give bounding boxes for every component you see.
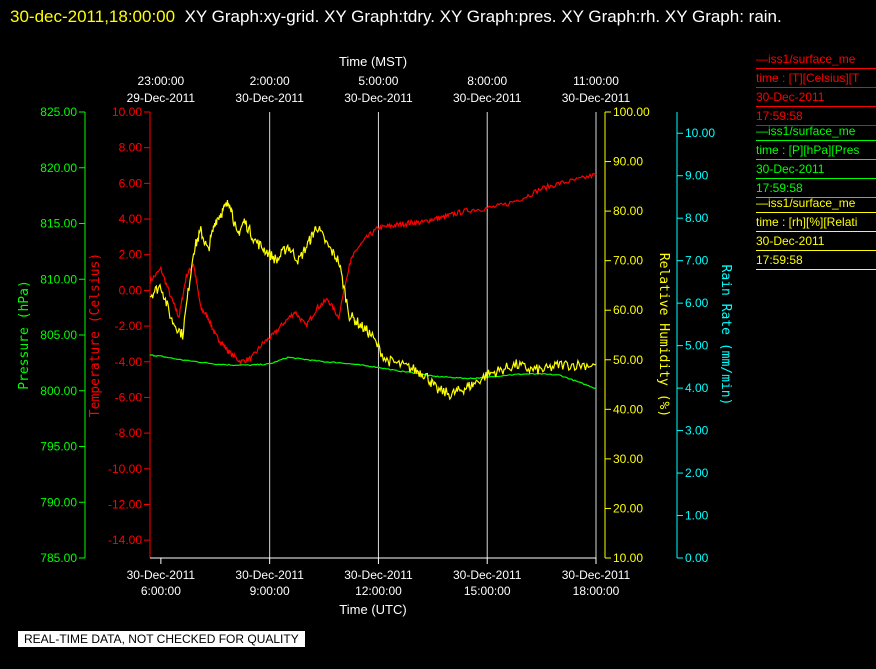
pressure-tick-label: 785.00 <box>40 551 77 565</box>
pressure-tick-label: 825.00 <box>40 105 77 119</box>
pressure-tick-label: 800.00 <box>40 384 77 398</box>
utc-axis-title: Time (UTC) <box>339 602 406 617</box>
humidity-tick-label: 30.00 <box>613 452 643 466</box>
legend-temperature-source: —iss1/surface_me <box>756 50 876 69</box>
title-graph-list: XY Graph:xy-grid. XY Graph:tdry. XY Grap… <box>184 7 782 26</box>
mst-tick-date: 30-Dec-2011 <box>235 91 304 105</box>
humidity-tick-label: 20.00 <box>613 501 643 515</box>
temperature-tick-label: -12.00 <box>108 497 142 511</box>
rain-tick-label: 7.00 <box>685 254 709 268</box>
mst-tick-time: 23:00:00 <box>138 74 185 88</box>
temperature-tick-label: 2.00 <box>119 248 143 262</box>
temperature-tick-label: -2.00 <box>115 319 143 333</box>
mst-tick-date: 30-Dec-2011 <box>453 91 522 105</box>
legend-humidity-date: 30-Dec-2011 <box>756 232 876 251</box>
mst-tick-time: 5:00:00 <box>358 74 398 88</box>
temperature-axis-title: Temperature (Celsius) <box>88 253 103 417</box>
rain-tick-label: 8.00 <box>685 211 709 225</box>
temperature-tick-label: 4.00 <box>119 212 143 226</box>
humidity-tick-label: 90.00 <box>613 155 643 169</box>
title-timestamp: 30-dec-2011,18:00:00 <box>10 7 176 26</box>
temperature-tick-label: -6.00 <box>115 390 143 404</box>
legend-humidity-variable: time : [rh][%][Relati <box>756 213 876 232</box>
mst-tick-time: 11:00:00 <box>573 74 619 88</box>
series-line-P <box>149 354 597 390</box>
temperature-tick-label: 10.00 <box>112 105 142 119</box>
mst-tick-date: 29-Dec-2011 <box>127 91 196 105</box>
series-line-T <box>149 172 597 365</box>
legend-entry-humidity: —iss1/surface_me time : [rh][%][Relati 3… <box>756 194 876 270</box>
mst-axis-title: Time (MST) <box>339 54 407 69</box>
rain-tick-label: 9.00 <box>685 169 709 183</box>
humidity-tick-label: 40.00 <box>613 402 643 416</box>
pressure-tick-label: 810.00 <box>40 272 77 286</box>
pressure-axis-title: Pressure (hPa) <box>17 280 32 390</box>
utc-tick-time: 9:00:00 <box>250 584 290 598</box>
temperature-tick-label: 0.00 <box>119 283 143 297</box>
pressure-tick-label: 820.00 <box>40 161 77 175</box>
humidity-tick-label: 50.00 <box>613 353 643 367</box>
temperature-tick-label: -4.00 <box>115 355 143 369</box>
utc-tick-time: 12:00:00 <box>355 584 402 598</box>
utc-tick-date: 30-Dec-2011 <box>453 568 522 582</box>
humidity-tick-label: 100.00 <box>613 105 650 119</box>
utc-tick-time: 15:00:00 <box>464 584 511 598</box>
legend-pressure-date: 30-Dec-2011 <box>756 160 876 179</box>
pressure-tick-label: 795.00 <box>40 440 77 454</box>
rain-tick-label: 6.00 <box>685 296 709 310</box>
utc-tick-date: 30-Dec-2011 <box>235 568 304 582</box>
pressure-tick-label: 790.00 <box>40 495 77 509</box>
legend-entry-temperature: —iss1/surface_me time : [T][Celsius][T 3… <box>756 50 876 126</box>
mst-tick-date: 30-Dec-2011 <box>562 91 631 105</box>
graph-title: 30-dec-2011,18:00:00 XY Graph:xy-grid. X… <box>10 2 860 31</box>
rain-tick-label: 5.00 <box>685 339 709 353</box>
series-line-rh <box>149 200 597 401</box>
rain-tick-label: 1.00 <box>685 509 709 523</box>
humidity-tick-label: 70.00 <box>613 254 643 268</box>
humidity-axis-title: Relative Humidity (%) <box>656 253 671 417</box>
utc-tick-date: 30-Dec-2011 <box>127 568 196 582</box>
legend-pressure-source: —iss1/surface_me <box>756 122 876 141</box>
rain-tick-label: 0.00 <box>685 551 709 565</box>
legend-temperature-date: 30-Dec-2011 <box>756 88 876 107</box>
legend-entry-pressure: —iss1/surface_me time : [P][hPa][Pres 30… <box>756 122 876 198</box>
legend-humidity-time: 17:59:58 <box>756 251 876 270</box>
humidity-tick-label: 80.00 <box>613 204 643 218</box>
quality-warning-banner: REAL-TIME DATA, NOT CHECKED FOR QUALITY <box>18 631 305 647</box>
rain-tick-label: 10.00 <box>685 126 715 140</box>
rain-tick-label: 3.00 <box>685 424 709 438</box>
legend-temperature-variable: time : [T][Celsius][T <box>756 69 876 88</box>
legend-pressure-time: 17:59:58 <box>756 179 876 198</box>
temperature-tick-label: -10.00 <box>108 462 142 476</box>
temperature-tick-label: 8.00 <box>119 141 143 155</box>
pressure-tick-label: 815.00 <box>40 217 77 231</box>
humidity-tick-label: 10.00 <box>613 551 643 565</box>
utc-tick-time: 6:00:00 <box>141 584 181 598</box>
legend-humidity-source: —iss1/surface_me <box>756 194 876 213</box>
mst-tick-time: 2:00:00 <box>250 74 290 88</box>
utc-tick-date: 30-Dec-2011 <box>344 568 413 582</box>
temperature-tick-label: -14.00 <box>108 533 142 547</box>
utc-tick-date: 30-Dec-2011 <box>562 568 631 582</box>
legend-pressure-variable: time : [P][hPa][Pres <box>756 141 876 160</box>
utc-tick-time: 18:00:00 <box>573 584 620 598</box>
rain-tick-label: 4.00 <box>685 381 709 395</box>
temperature-tick-label: -8.00 <box>115 426 143 440</box>
pressure-tick-label: 805.00 <box>40 328 77 342</box>
legend-temperature-time: 17:59:58 <box>756 107 876 126</box>
rain-tick-label: 2.00 <box>685 466 709 480</box>
mst-tick-date: 30-Dec-2011 <box>344 91 413 105</box>
mst-tick-time: 8:00:00 <box>467 74 507 88</box>
humidity-tick-label: 60.00 <box>613 303 643 317</box>
rain-axis-title: Rain Rate (mm/min) <box>718 265 733 406</box>
temperature-tick-label: 6.00 <box>119 176 143 190</box>
